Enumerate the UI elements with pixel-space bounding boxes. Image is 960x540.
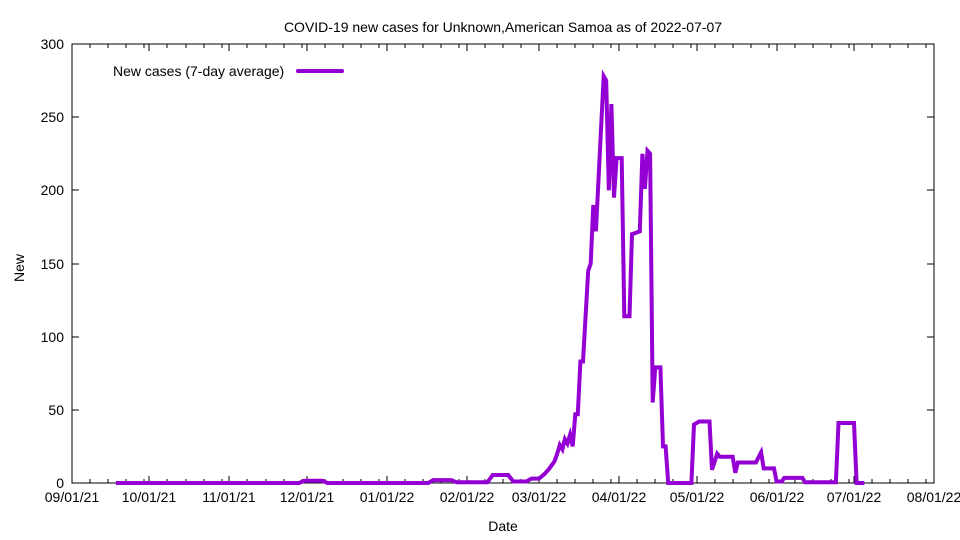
y-tick-label: 150 <box>41 256 65 272</box>
x-tick-label: 12/01/21 <box>280 489 335 505</box>
x-tick-label: 05/01/22 <box>670 489 725 505</box>
x-axis-label: Date <box>488 518 518 534</box>
x-tick-label: 01/01/22 <box>360 489 415 505</box>
plot-border <box>71 43 935 484</box>
y-tick-label: 0 <box>56 475 64 491</box>
x-tick-label: 03/01/22 <box>512 489 567 505</box>
x-tick-label: 09/01/21 <box>45 489 100 505</box>
legend: New cases (7-day average) <box>113 62 345 80</box>
x-tick-label: 08/01/22 <box>907 489 960 505</box>
y-tick-label: 100 <box>41 329 65 345</box>
y-tick-label: 200 <box>41 182 65 198</box>
y-tick-label: 250 <box>41 109 65 125</box>
x-tick-label: 02/01/22 <box>440 489 495 505</box>
chart-title: COVID-19 new cases for Unknown,American … <box>283 19 723 35</box>
y-tick-label: 50 <box>48 402 64 418</box>
y-tick-label: 300 <box>41 36 65 52</box>
legend-line-sample <box>296 69 345 73</box>
data-line-new-cases-7day-avg <box>115 69 865 485</box>
legend-label: New cases (7-day average) <box>113 63 285 79</box>
x-tick-label: 11/01/21 <box>202 489 256 505</box>
x-tick-label: 04/01/22 <box>592 489 647 505</box>
x-tick-label: 06/01/22 <box>750 489 805 505</box>
x-tick-label: 07/01/22 <box>827 489 882 505</box>
x-tick-label: 10/01/21 <box>122 489 177 505</box>
